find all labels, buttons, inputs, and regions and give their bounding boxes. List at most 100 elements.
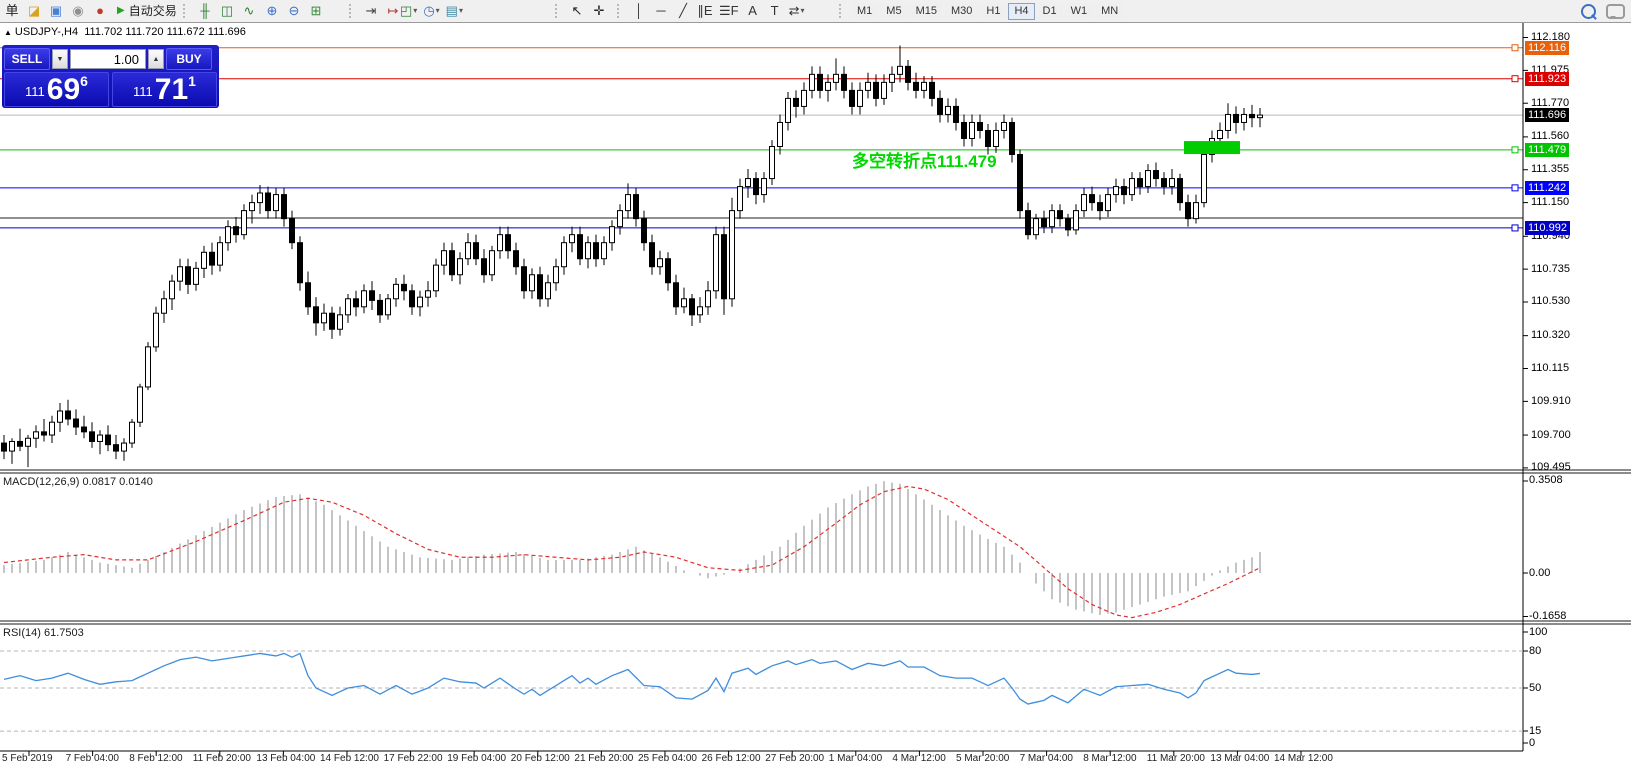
trendline-icon[interactable]: ╱ — [673, 2, 693, 20]
volume-input[interactable] — [70, 49, 146, 69]
candle-up — [217, 242, 223, 266]
pivot-annotation-text[interactable]: 多空转折点111.479 — [852, 152, 997, 171]
candle-down — [105, 434, 111, 446]
buy-price-main: 71 — [154, 73, 189, 106]
indicators-icon: ▤ — [445, 3, 458, 18]
autotrading-button[interactable]: ▶ 自动交易 — [112, 2, 182, 20]
zoom-in-icon[interactable]: ⊕ — [262, 2, 282, 20]
candle-up — [601, 242, 607, 260]
signal-icon: ◉ — [72, 3, 84, 18]
order-char-icon[interactable]: 单 — [2, 2, 22, 20]
candle-down — [473, 242, 479, 260]
line-anchor-marker[interactable] — [1511, 224, 1519, 232]
new-order-icon[interactable]: ◰ ▾ — [398, 2, 419, 20]
text-icon: A — [748, 3, 757, 18]
toolbar-grip — [839, 4, 846, 18]
line-anchor-marker[interactable] — [1511, 75, 1519, 83]
time-axis-label: 8 Feb 12:00 — [129, 753, 183, 764]
crosshair-icon[interactable]: ✛ — [589, 2, 609, 20]
candle-down — [81, 426, 87, 433]
toolbar: 单 ◪ ▣ ◉ ● ▶ 自动交易 ╫ ◫ ∿ ⊕ ⊖ ⊞ ⇥ ↦ ◰ ▾ ◷ ▾ ▤ ▾ ↖ ✛ │ ─ ╱ ∥E ☰F A… — [0, 0, 1631, 23]
line-anchor-marker[interactable] — [1511, 146, 1519, 154]
candle-down — [1097, 202, 1103, 212]
candle-down — [521, 266, 527, 292]
timeframe-button-M30[interactable]: M30 — [944, 2, 979, 20]
price-tick-label: 110.320 — [1531, 329, 1570, 342]
price-badge: 111.479 — [1525, 142, 1570, 157]
time-axis-label: 19 Feb 04:00 — [447, 753, 507, 764]
period-selector-icon[interactable]: ◷ ▾ — [421, 2, 441, 20]
timeframe-button-M1[interactable]: M1 — [851, 2, 879, 20]
candle-down — [185, 266, 191, 285]
timeframe-button-D1[interactable]: D1 — [1036, 2, 1063, 20]
time-axis-label: 21 Feb 20:00 — [574, 753, 634, 764]
line-anchor-marker[interactable] — [1511, 184, 1519, 192]
candle-up — [1241, 113, 1247, 123]
time-axis-label: 27 Feb 20:00 — [765, 753, 825, 764]
candle-down — [633, 194, 639, 220]
rsi-tick-label: 0 — [1529, 736, 1536, 749]
terminal-window-icon[interactable]: ▣ — [46, 2, 66, 20]
chart-shift-icon[interactable]: ↦ — [383, 2, 403, 20]
horizontal-line-icon[interactable]: ─ — [651, 2, 671, 20]
indicators-icon[interactable]: ▤ ▾ — [444, 2, 465, 20]
signal-icon[interactable]: ◉ — [68, 2, 88, 20]
highlight-rectangle[interactable] — [1184, 141, 1240, 155]
candle-up — [657, 258, 663, 268]
line-chart-icon[interactable]: ∿ — [239, 2, 259, 20]
candle-up — [777, 121, 783, 148]
timeframe-button-H1[interactable]: H1 — [980, 2, 1007, 20]
candle-up — [425, 290, 431, 298]
buy-button[interactable]: BUY — [166, 48, 212, 70]
sell-price-display[interactable]: 111 69 6 — [4, 72, 109, 107]
candle-down — [329, 312, 335, 330]
chart-profile-icon: ◪ — [27, 3, 41, 18]
candle-down — [537, 274, 543, 300]
candle-up — [857, 89, 863, 107]
timeframe-button-M5[interactable]: M5 — [880, 2, 908, 20]
candle-down — [505, 234, 511, 252]
chart-profile-icon[interactable]: ◪ — [24, 2, 44, 20]
candle-up — [713, 234, 719, 292]
fibonacci-icon[interactable]: ☰F — [717, 2, 741, 20]
chat-icon[interactable] — [1606, 3, 1625, 19]
market-basket-icon[interactable]: ● — [90, 2, 110, 20]
volume-decrease-button[interactable]: ▼ — [52, 49, 68, 69]
candle-up — [49, 421, 55, 436]
channel-icon[interactable]: ∥E — [695, 2, 715, 20]
timeframe-button-H4[interactable]: H4 — [1008, 2, 1035, 20]
text-icon[interactable]: A — [743, 2, 763, 20]
time-axis-label: 13 Feb 04:00 — [256, 753, 316, 764]
vertical-line-icon[interactable]: │ — [629, 2, 649, 20]
toolbar-grip — [617, 4, 624, 18]
tile-windows-icon[interactable]: ⊞ — [306, 2, 326, 20]
collapse-one-click-icon[interactable]: ▲ — [4, 28, 12, 37]
candle-up — [897, 65, 903, 75]
arrows-icon[interactable]: ⇄ ▾ — [787, 2, 807, 20]
price-tick-label: 109.700 — [1531, 428, 1571, 441]
timeframe-button-M15[interactable]: M15 — [909, 2, 943, 20]
vertical-line-icon: │ — [634, 3, 644, 18]
candle-down — [873, 81, 879, 99]
candle-up — [193, 267, 199, 285]
text-label-icon[interactable]: T — [765, 2, 785, 20]
buy-price-display[interactable]: 111 71 1 — [112, 72, 217, 107]
bar-chart-icon[interactable]: ╫ — [195, 2, 215, 20]
volume-increase-button[interactable]: ▲ — [148, 49, 164, 69]
toolbar-grip — [555, 4, 562, 18]
search-icon[interactable] — [1581, 3, 1596, 19]
line-anchor-marker[interactable] — [1511, 44, 1519, 52]
zoom-out-icon[interactable]: ⊖ — [284, 2, 304, 20]
timeframe-button-MN[interactable]: MN — [1095, 2, 1125, 20]
candle-up — [1145, 170, 1151, 188]
timeframe-button-W1[interactable]: W1 — [1064, 2, 1094, 20]
candle-up — [1169, 178, 1175, 188]
time-axis-label: 11 Feb 20:00 — [192, 753, 251, 764]
candle-down — [577, 234, 583, 260]
candle-up — [745, 178, 751, 188]
candlestick-icon[interactable]: ◫ — [217, 2, 237, 20]
cursor-icon[interactable]: ↖ — [567, 2, 587, 20]
sell-button[interactable]: SELL — [4, 48, 50, 70]
auto-scroll-icon[interactable]: ⇥ — [361, 2, 381, 20]
